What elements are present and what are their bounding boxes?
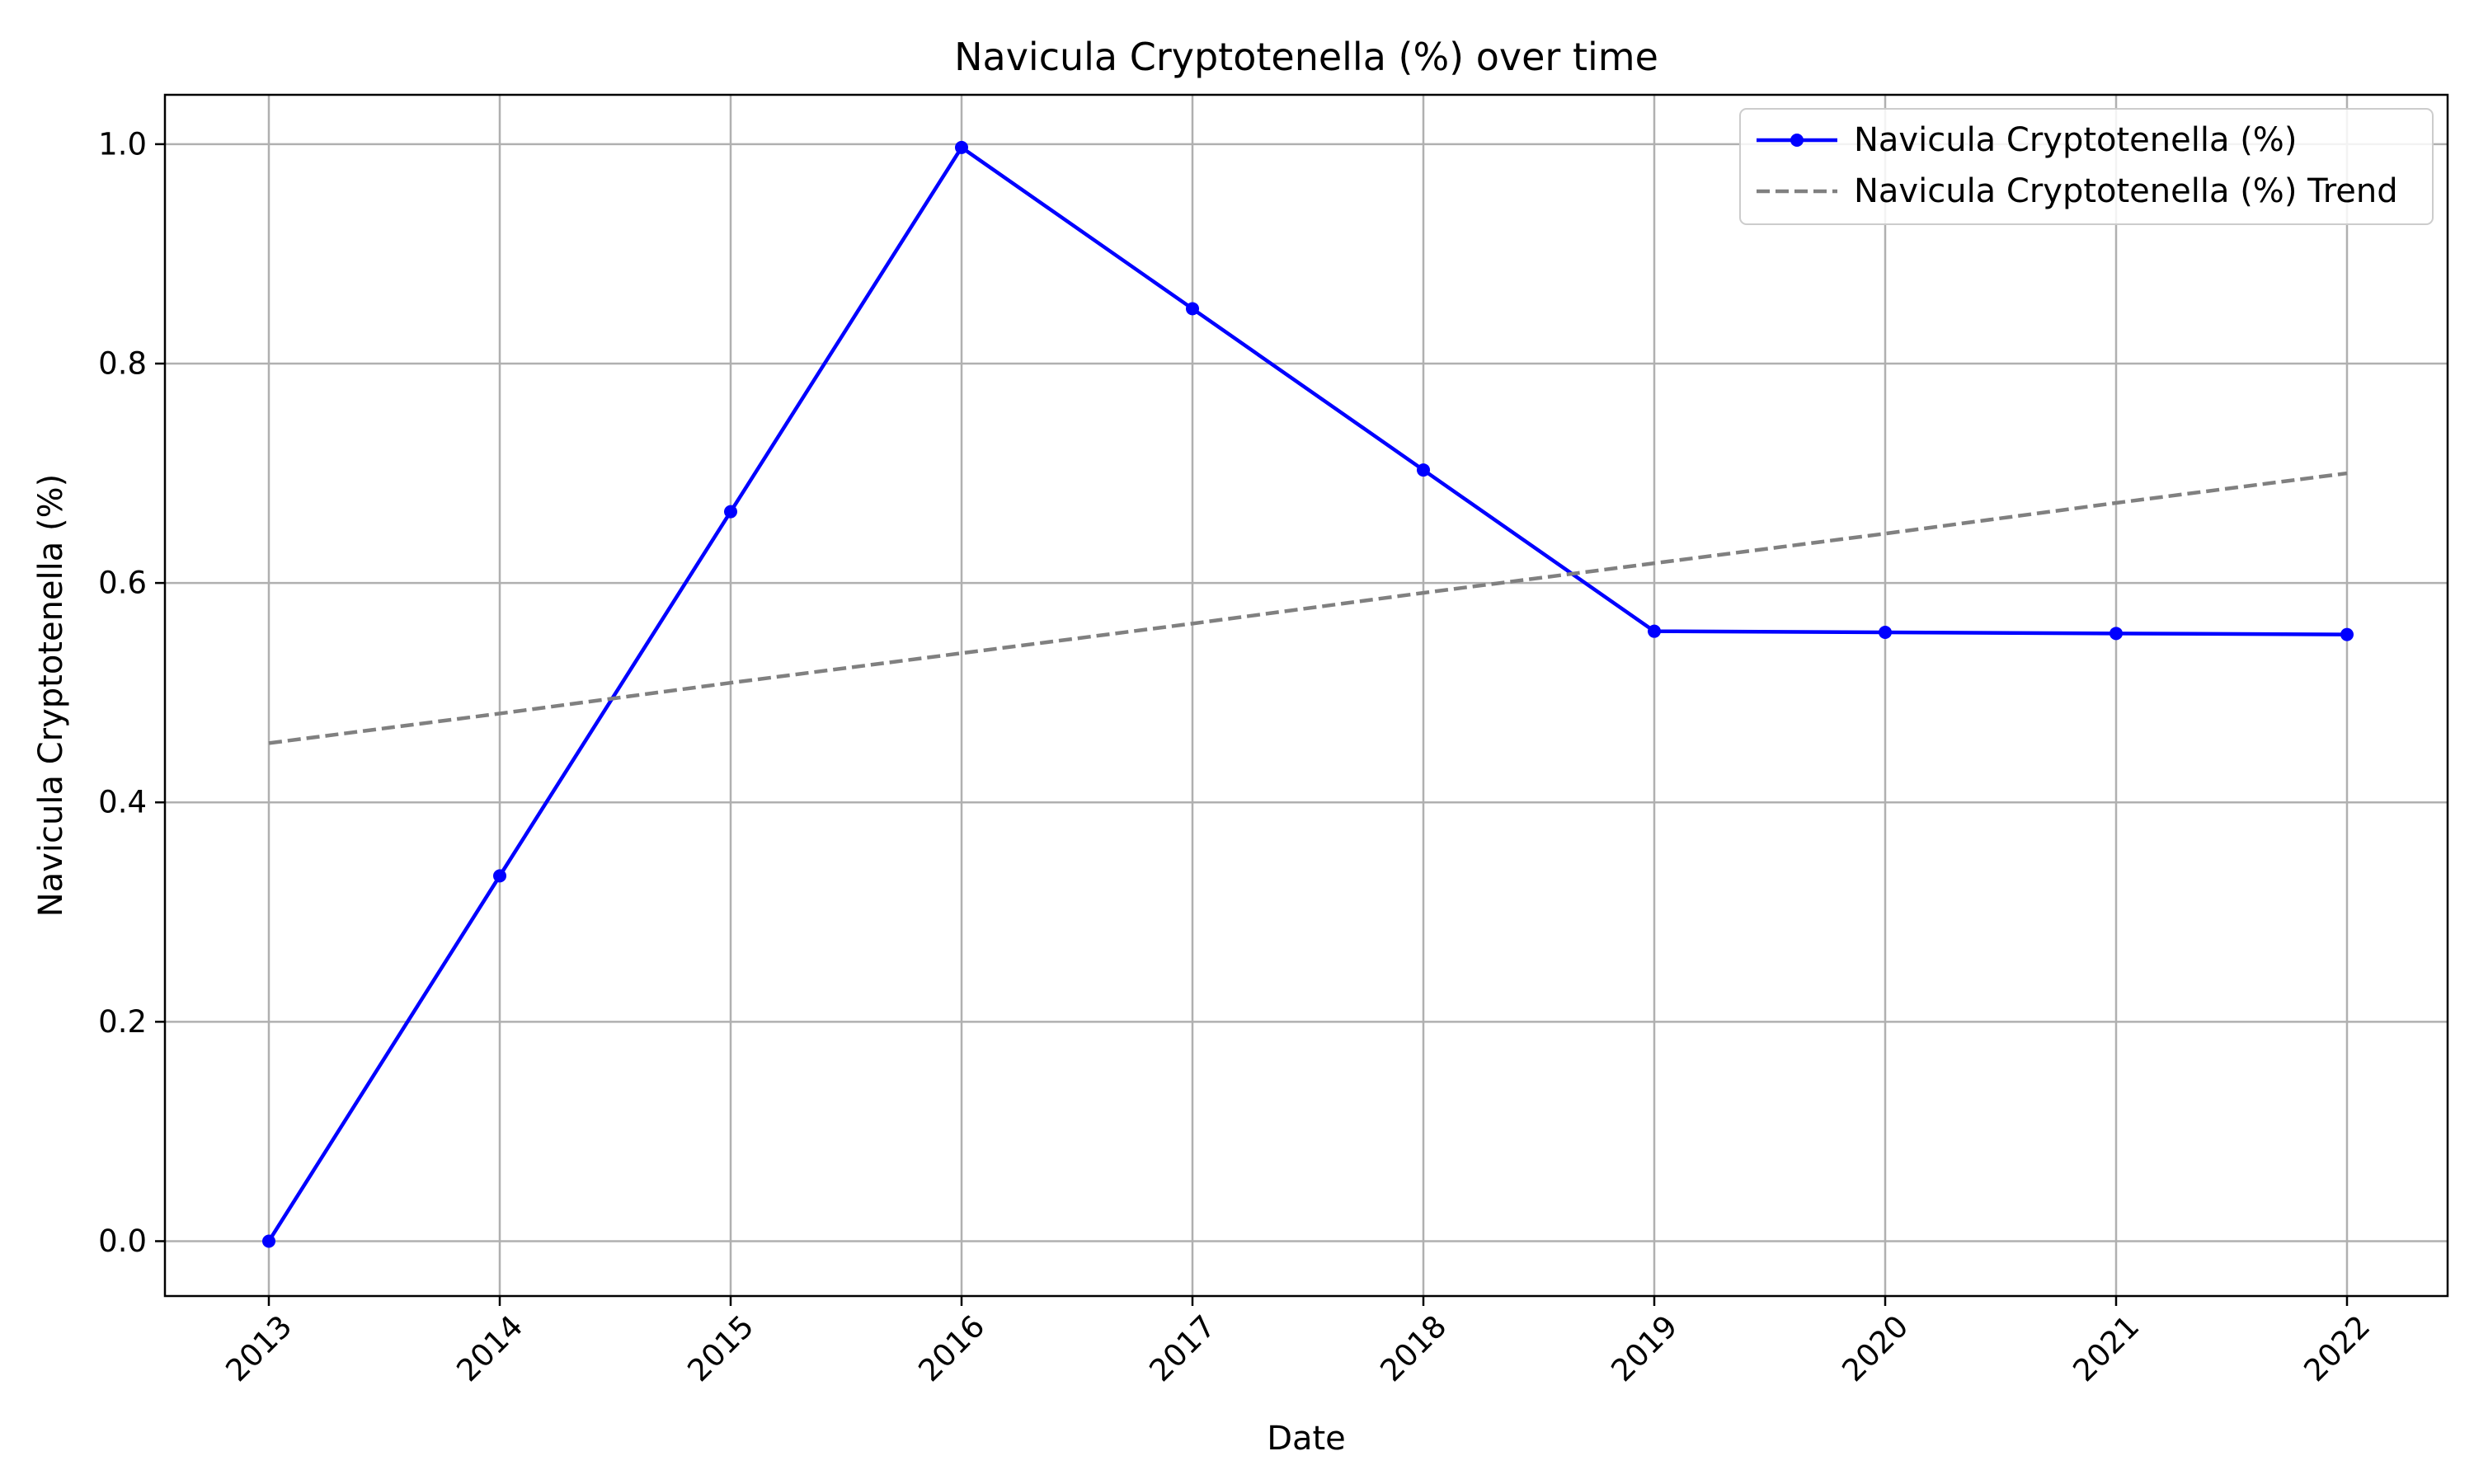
x-tick-label: 2014 <box>449 1308 529 1388</box>
x-tick-label: 2022 <box>2297 1308 2377 1388</box>
legend-label-trend: Navicula Cryptotenella (%) Trend <box>1854 172 2398 210</box>
data-point <box>1648 624 1661 638</box>
plot-frame <box>163 93 2449 1298</box>
y-tick-label: 1.0 <box>98 126 147 162</box>
x-tick-label: 2016 <box>911 1308 991 1388</box>
legend-label-series: Navicula Cryptotenella (%) <box>1854 121 2297 159</box>
data-point <box>724 505 737 519</box>
tick-layer: 2013 2014 2015 2016 2017 2018 2019 2020 2021 2022… <box>98 126 2377 1388</box>
x-tick-label: 2015 <box>680 1308 760 1388</box>
data-point <box>1417 463 1430 477</box>
legend-marker-series <box>1790 134 1804 147</box>
series-line-trend <box>268 471 2348 745</box>
y-tick-label: 0.6 <box>98 566 147 601</box>
grid-layer <box>165 95 2448 1296</box>
data-point <box>493 869 506 883</box>
data-point <box>955 140 968 154</box>
legend-box <box>1739 108 2434 225</box>
y-tick-label: 0.2 <box>98 1004 147 1040</box>
x-tick-label: 2021 <box>2066 1308 2146 1388</box>
data-point <box>262 1234 275 1248</box>
legend: Navicula Cryptotenella (%) Navicula Cryp… <box>1739 108 2434 225</box>
y-tick-label: 0.4 <box>98 785 147 820</box>
x-tick-label: 2019 <box>1604 1308 1684 1388</box>
series-line-main <box>267 145 2348 1242</box>
series-layer <box>262 140 2354 1248</box>
x-axis-title: Date <box>1267 1420 1346 1458</box>
chart-title: Navicula Cryptotenella (%) over time <box>954 35 1658 79</box>
y-axis-title: Navicula Cryptotenella (%) <box>32 474 70 917</box>
x-tick-label: 2018 <box>1373 1308 1453 1388</box>
y-tick-label: 0.8 <box>98 345 147 381</box>
y-tick-label: 0.0 <box>98 1223 147 1259</box>
x-tick-label: 2017 <box>1142 1308 1222 1388</box>
data-point <box>1879 625 1892 639</box>
data-point <box>1186 302 1199 316</box>
data-point <box>2340 627 2354 641</box>
data-point <box>2109 627 2123 641</box>
x-tick-label: 2020 <box>1835 1308 1915 1388</box>
x-tick-label: 2013 <box>219 1308 299 1388</box>
